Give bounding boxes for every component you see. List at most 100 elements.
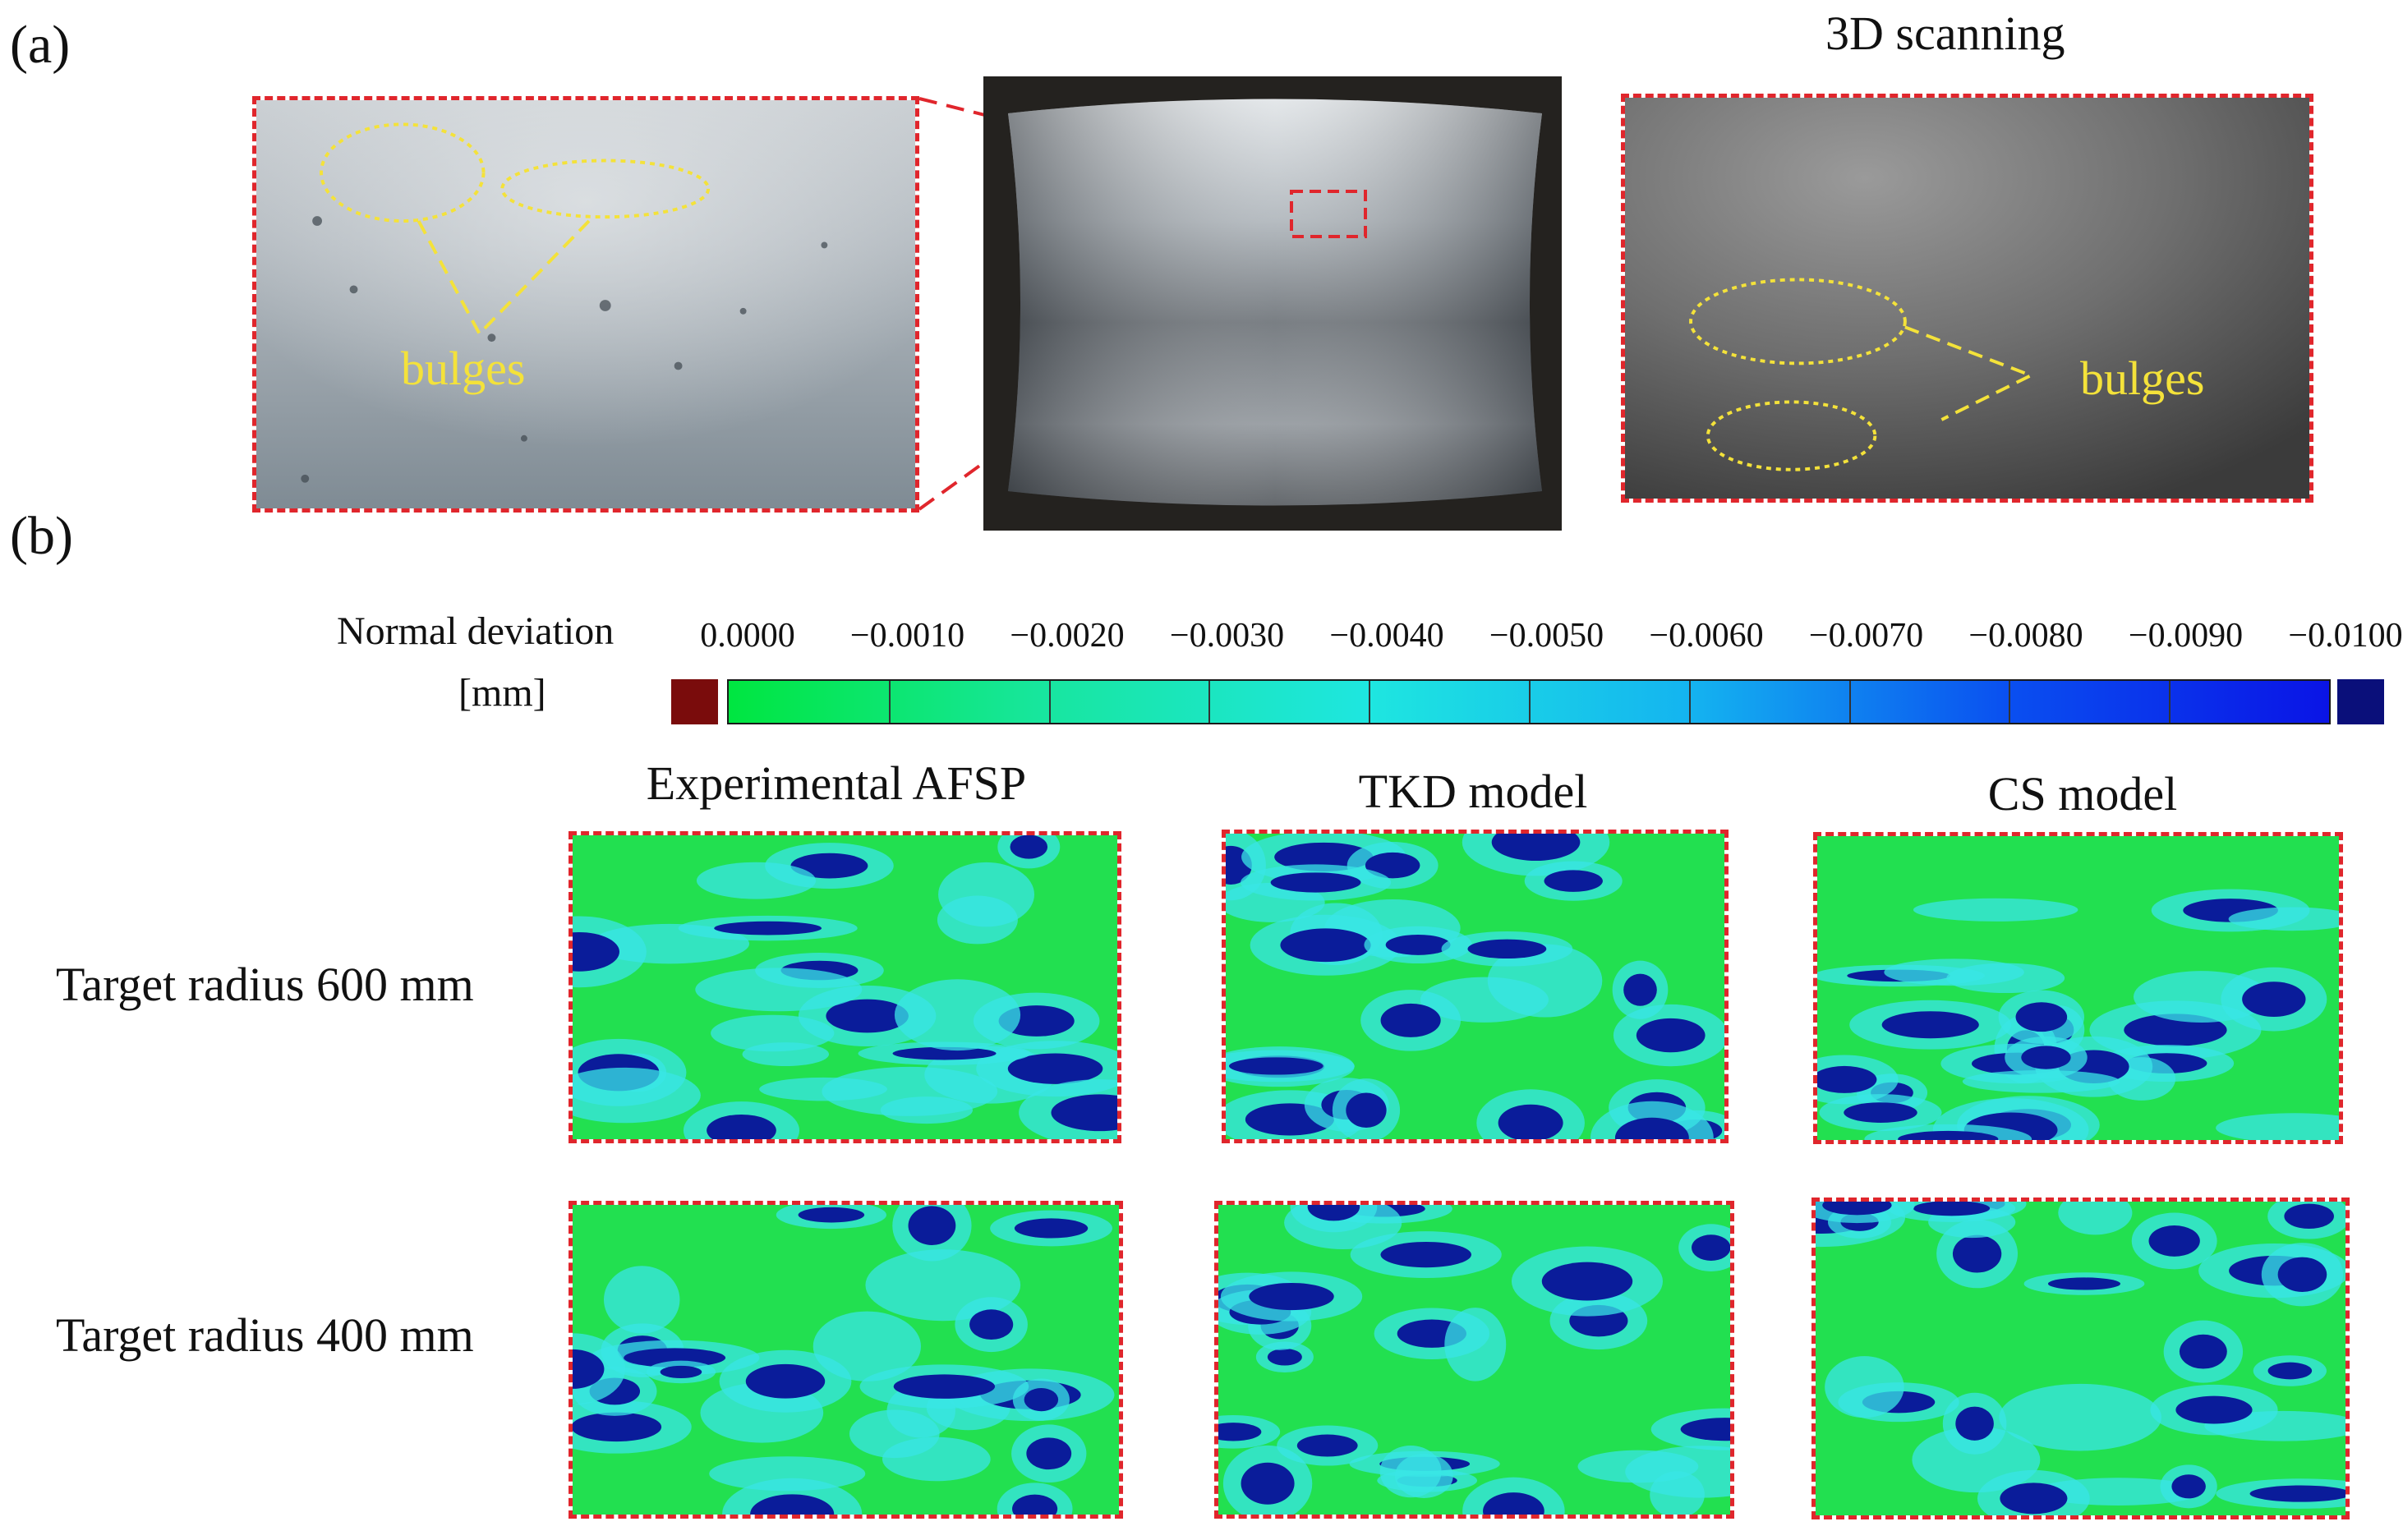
deviation-core [1844,1102,1917,1123]
deviation-core [790,853,868,879]
deviation-core [1241,1462,1295,1505]
deviation-core [1483,1492,1544,1515]
deviation-core [1365,852,1420,879]
legend-unit: [mm] [458,671,546,715]
deviation-core [2175,1395,2253,1424]
deviation-core [2267,1362,2313,1380]
deviation-core [969,1309,1014,1340]
deviation-halo [696,862,817,899]
deviation-core [1346,1092,1387,1129]
map-experimental-600 [569,831,1121,1143]
legend-colorbar [727,679,2331,724]
deviation-core [1307,1205,1360,1221]
bulges-label-right: bulges [2080,352,2205,405]
zoom-region-marker [1290,190,1367,238]
deviation-halo [1884,958,2024,986]
deviation-core [1014,1218,1089,1239]
deviation-core [2171,1474,2206,1499]
legend-tick-label: −0.0080 [1968,617,2083,655]
deviation-halo [1394,1454,1453,1498]
deviation-halo [1444,1308,1507,1381]
deviation-core [1680,1418,1730,1441]
deviation-core [1623,973,1657,1006]
deviation-map-render [1817,836,2339,1140]
part-b-label: (b) [10,506,73,566]
deviation-core [573,1349,605,1389]
bulge-ellipse-3 [1689,278,1907,365]
map-tkd-600 [1222,830,1729,1143]
deviation-map-render [573,1205,1119,1515]
deviation-core [908,1206,956,1245]
deviation-core [1380,1003,1441,1037]
map-cs-400 [1811,1198,2350,1519]
deviation-core [1024,1388,1059,1412]
formed-sheet-photo [983,76,1562,531]
deviation-halo [2228,907,2339,931]
deviation-core [1498,1104,1563,1139]
deviation-core [1541,1262,1633,1301]
legend-tick-label: 0.0000 [700,617,795,655]
map-tkd-400 [1214,1201,1734,1519]
legend-tick-label: −0.0070 [1808,617,1924,655]
deviation-core [1012,1494,1058,1515]
zoom-photo-left [252,96,919,513]
legend-tick-label: −0.0050 [1489,617,1604,655]
deviation-core [826,999,909,1033]
legend-tick-label: −0.0020 [1010,617,1125,655]
colorbar-divider [1529,681,1531,723]
deviation-map-render [573,835,1117,1139]
deviation-core [1007,1053,1103,1084]
deviation-core [1614,1117,1689,1139]
deviation-core [1636,1018,1706,1053]
bulge-ellipse-1 [320,122,486,223]
colorbar-divider [2169,681,2171,723]
legend-tick-label: −0.0100 [2288,617,2403,655]
deviation-core [2047,1277,2121,1290]
deviation-core [2284,1203,2334,1230]
deviation-core [2021,1046,2071,1069]
deviation-core [1913,1202,1991,1216]
legend-low-swatch [671,679,718,724]
deviation-core [2277,1257,2327,1293]
deviation-halo [711,1014,835,1052]
column-title-experimental: Experimental AFSP [646,756,1027,810]
deviation-core [707,1114,776,1139]
zoom-photo-left-image [256,100,915,508]
deviation-core [1270,872,1361,893]
legend-tick-label: −0.0030 [1169,617,1285,655]
deviation-halo [882,1437,991,1482]
map-cs-600 [1813,832,2343,1144]
deviation-halo [709,1456,866,1492]
deviation-core [714,921,822,935]
deviation-core [2242,981,2306,1017]
deviation-core [1296,1434,1358,1457]
scan-title: 3D scanning [1825,7,2065,60]
deviation-core [1952,1234,2002,1273]
deviation-core [1467,939,1547,959]
deviation-core [2015,1002,2068,1032]
deviation-core [1544,870,1603,892]
deviation-halo [1825,1356,1904,1418]
legend-tick-label: −0.0040 [1329,617,1444,655]
deviation-core [2179,1334,2227,1369]
legend-tick-label: −0.0090 [2128,617,2244,655]
legend-title: Normal deviation [337,609,615,653]
deviation-core [893,1374,996,1399]
colorbar-divider [2009,681,2011,723]
bulges-label-left: bulges [401,342,526,395]
deviation-halo [695,968,863,1012]
deviation-halo [1625,1446,1730,1498]
deviation-halo [603,1266,680,1334]
deviation-halo [894,979,1021,1051]
deviation-core [750,1494,835,1515]
deviation-core [1881,1011,1979,1039]
legend-tick-label: −0.0010 [849,617,965,655]
deviation-halo [1962,1069,2120,1093]
column-title-tkd: TKD model [1358,765,1588,818]
deviation-core [1955,1406,1994,1441]
deviation-core [1817,1065,1877,1093]
colorbar-divider [1848,681,1851,723]
deviation-core [573,1412,662,1442]
deviation-core [2000,1483,2068,1515]
formed-sheet-image [1008,99,1542,506]
